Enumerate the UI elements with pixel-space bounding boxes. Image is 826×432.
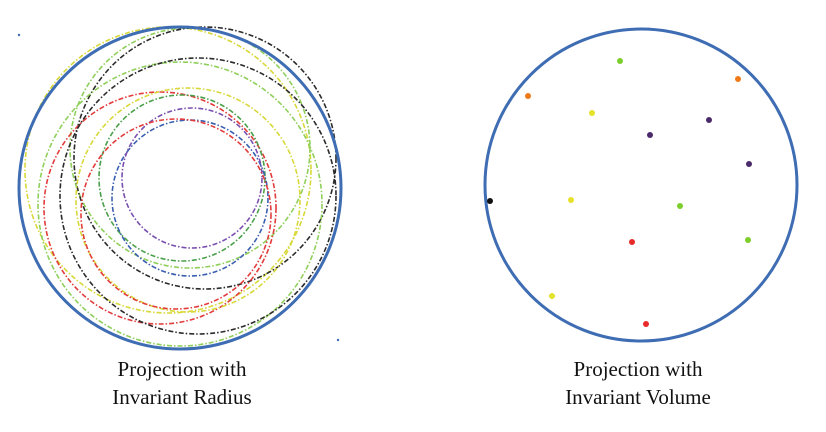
left-boundary-circle — [17, 25, 343, 351]
stray-marks — [17, 33, 340, 342]
left-caption: Projection with Invariant Radius — [32, 355, 332, 411]
projected-point — [629, 239, 635, 245]
right-caption: Projection with Invariant Volume — [488, 355, 788, 411]
projected-circle — [80, 118, 272, 310]
projected-point — [647, 132, 653, 138]
projected-point — [706, 117, 712, 123]
left-caption-line1: Projection with — [117, 357, 247, 381]
projected-circle — [24, 26, 312, 314]
invariant-radius-panel — [17, 25, 343, 351]
right-caption-line2: Invariant Volume — [565, 385, 711, 409]
right-boundary-circle — [483, 27, 799, 343]
projected-point — [677, 203, 683, 209]
projected-point — [617, 58, 623, 64]
projected-point — [745, 237, 751, 243]
projected-circles — [24, 26, 337, 347]
projected-points — [487, 58, 752, 327]
projected-circle — [73, 26, 337, 290]
projected-circle — [121, 107, 263, 249]
projected-circle — [59, 57, 337, 335]
projected-point — [735, 76, 741, 82]
projected-circle — [37, 61, 323, 347]
projected-point — [525, 93, 531, 99]
invariant-volume-panel — [483, 27, 799, 343]
left-caption-line2: Invariant Radius — [112, 385, 252, 409]
projected-point — [549, 293, 555, 299]
stray-mark — [17, 33, 21, 37]
projected-circle — [43, 91, 277, 325]
projected-point — [568, 197, 574, 203]
projected-point — [643, 321, 649, 327]
projected-circle — [98, 94, 266, 262]
projected-point — [487, 198, 493, 204]
projected-point — [589, 110, 595, 116]
stray-mark — [336, 338, 340, 342]
right-caption-line1: Projection with — [573, 357, 703, 381]
projected-point — [746, 161, 752, 167]
projected-circle — [75, 87, 301, 313]
projected-circle — [111, 119, 269, 277]
